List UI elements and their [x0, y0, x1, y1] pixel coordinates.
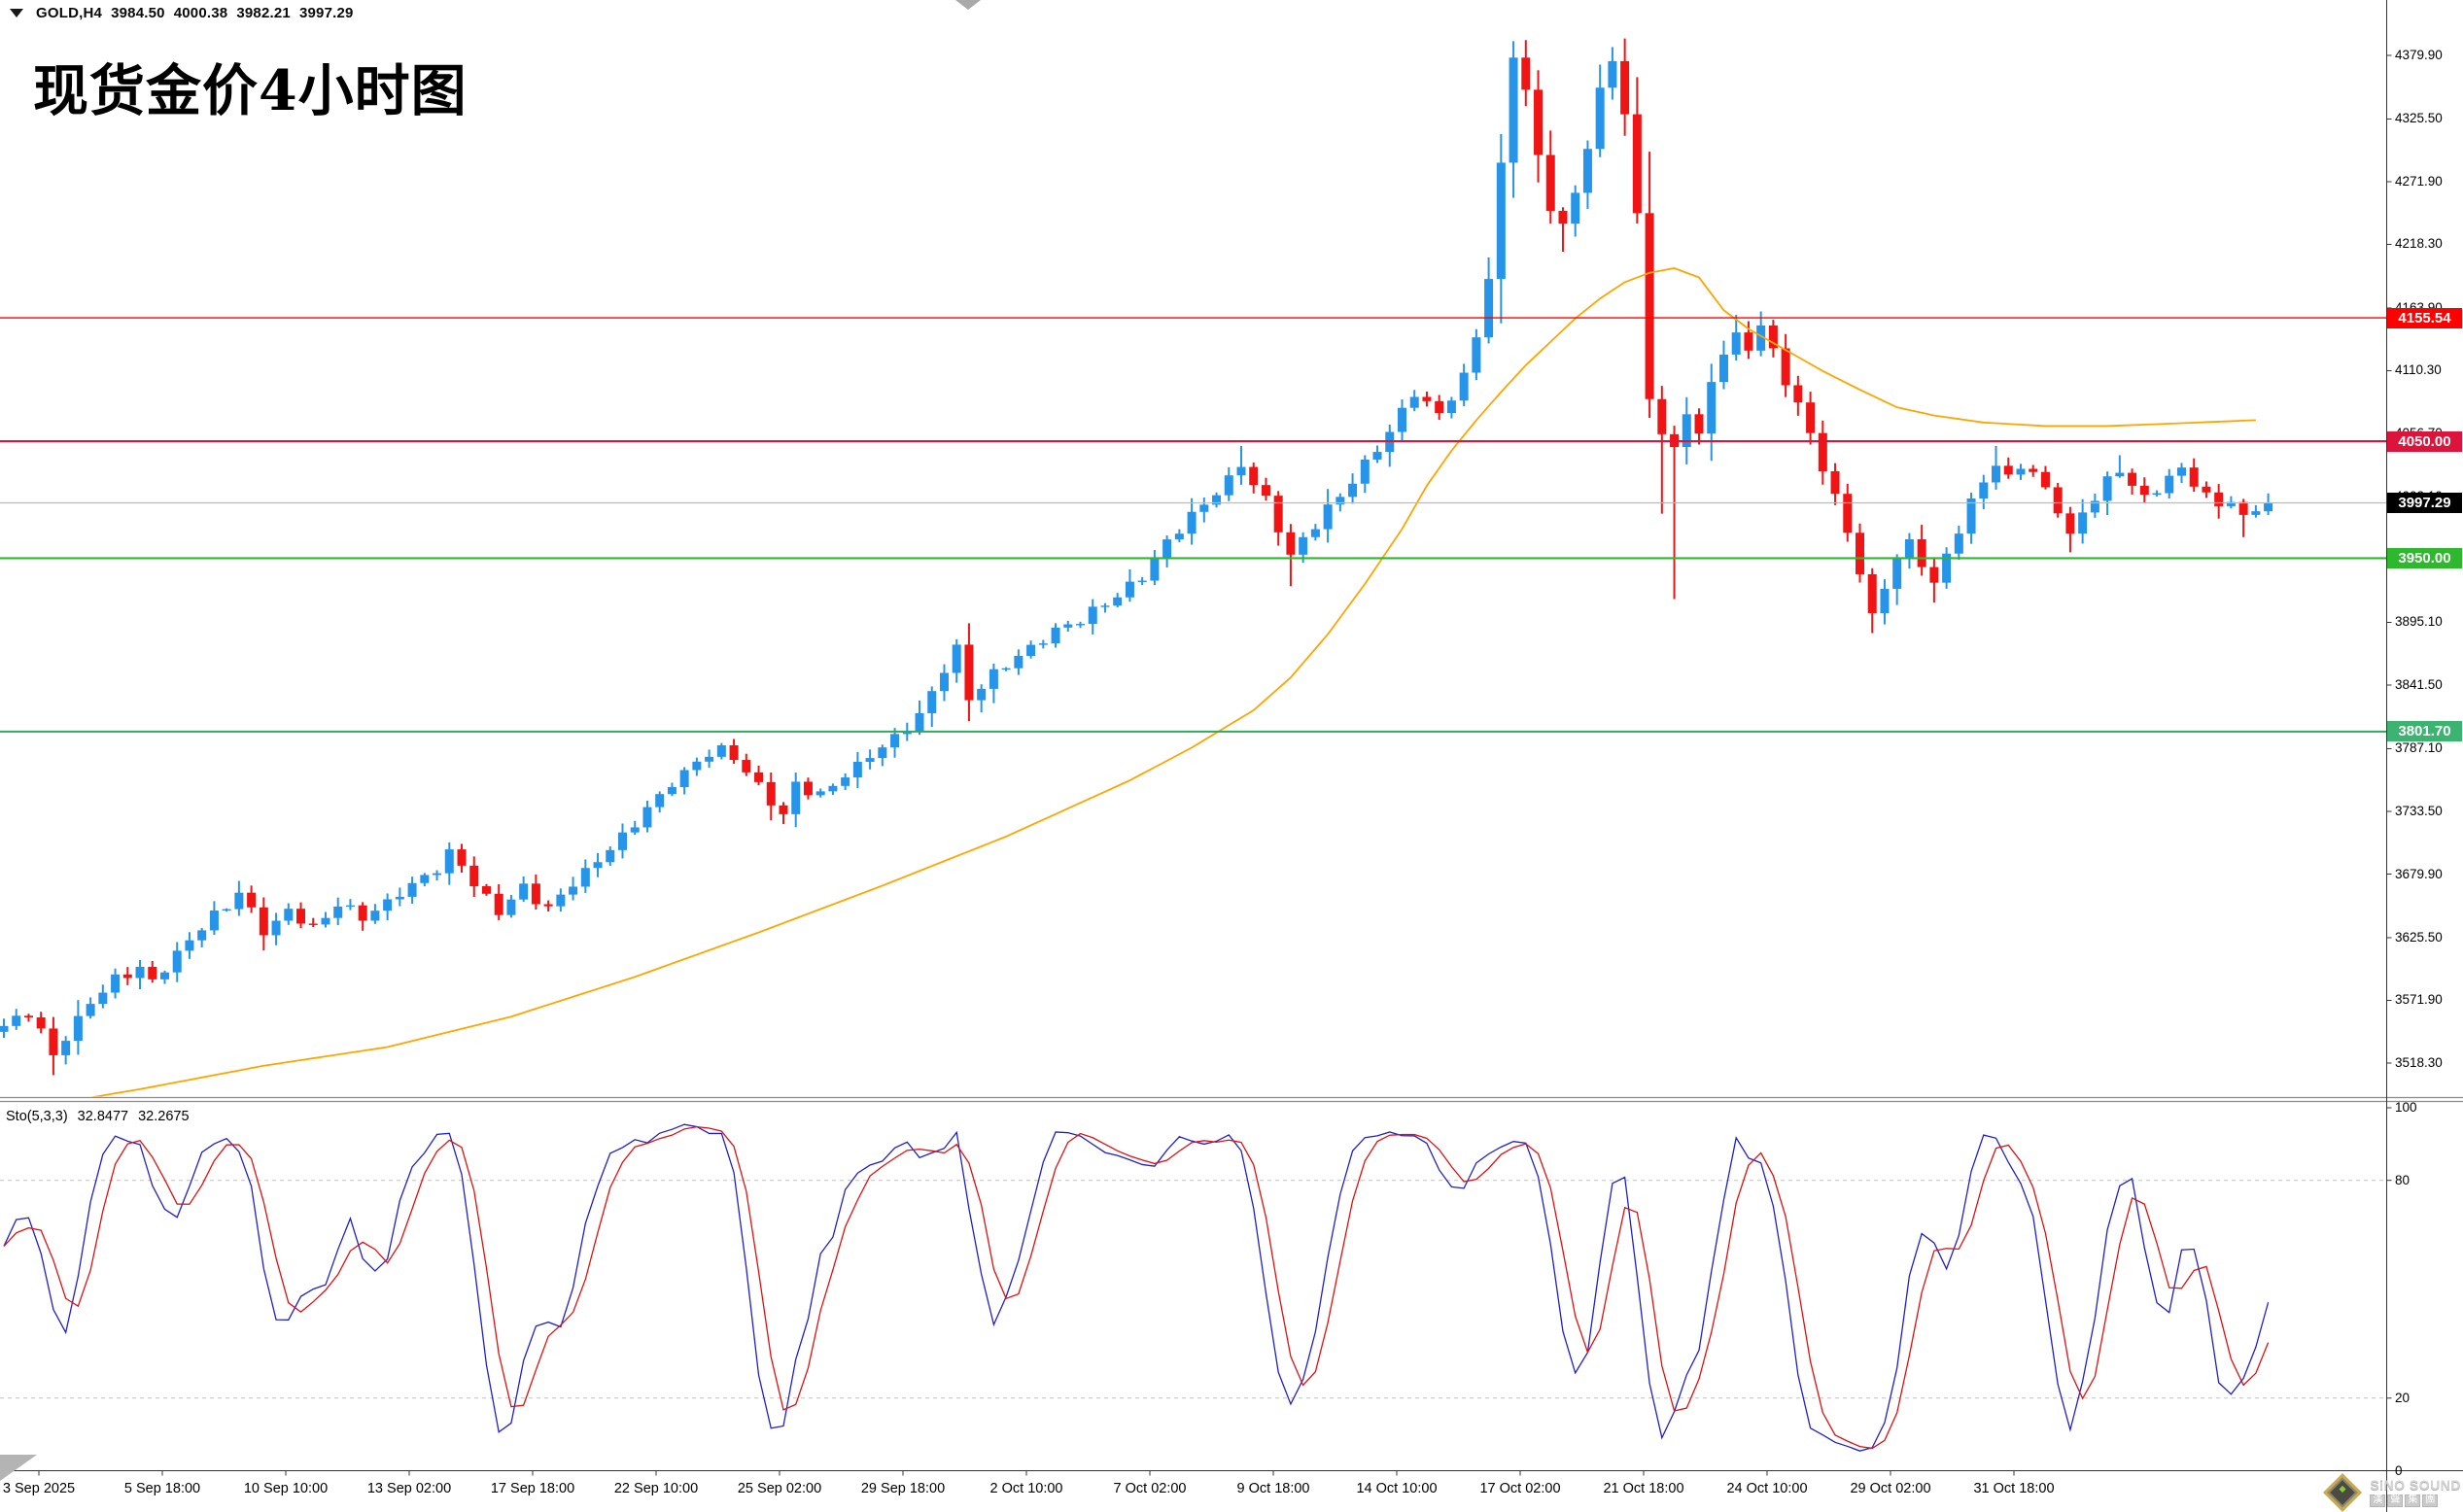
time-axis-label: 7 Oct 02:00	[1113, 1481, 1187, 1496]
ohlc-open: 3984.50	[111, 5, 165, 21]
ma-line	[90, 266, 2256, 1097]
price-panel	[0, 38, 2273, 1097]
time-axis-label: 31 Oct 18:00	[1973, 1481, 2055, 1496]
sto-k-line	[3, 1123, 2270, 1452]
time-axis-label: 17 Oct 02:00	[1479, 1481, 1561, 1496]
price-axis-label: 3733.50	[2395, 803, 2443, 818]
sto-axis-label: 80	[2395, 1172, 2411, 1187]
symbol-dropdown-icon[interactable]	[10, 9, 23, 17]
time-axis-label: 3 Sep 2025	[2, 1481, 76, 1496]
price-axis-label: 4325.50	[2395, 111, 2443, 126]
indicator-k-value: 32.8477	[77, 1109, 129, 1124]
price-axis-label: 3787.10	[2395, 740, 2443, 756]
symbol-period-label: GOLD,H4	[36, 5, 103, 21]
time-axis-label: 29 Sep 18:00	[860, 1481, 946, 1496]
watermark-cn: 漢聲集團	[2370, 1495, 2461, 1507]
price-level-badge[interactable]: 4050.00	[2387, 430, 2462, 452]
price-axis-label: 4110.30	[2395, 362, 2442, 378]
indicator-d-value: 32.2675	[138, 1109, 190, 1124]
price-axis-label: 4271.90	[2395, 173, 2443, 189]
indicator-panel	[0, 1123, 2386, 1452]
price-axis-label: 4218.30	[2395, 236, 2443, 252]
watermark-logo-icon	[2323, 1473, 2363, 1512]
sto-axis-label: 0	[2395, 1462, 2403, 1478]
price-axis-label: 3679.90	[2395, 866, 2443, 881]
candles-layer	[0, 38, 2273, 1076]
top-scroll-marker-icon[interactable]	[955, 0, 981, 10]
watermark-name: SiNO SOUND	[2370, 1477, 2461, 1494]
watermark-cn-char: 漢	[2370, 1495, 2386, 1507]
watermark-cn-char: 集	[2405, 1495, 2421, 1507]
time-axis-label: 5 Sep 18:00	[123, 1481, 201, 1496]
price-axis-label: 4379.90	[2395, 48, 2443, 62]
sto-axis-label: 100	[2395, 1100, 2417, 1115]
time-axis-label: 2 Oct 10:00	[989, 1481, 1063, 1496]
time-axis-label: 24 Oct 10:00	[1726, 1481, 1808, 1496]
indicator-label-row: Sto(5,3,3) 32.8477 32.2675	[6, 1109, 190, 1124]
time-axis-label: 25 Sep 02:00	[737, 1481, 822, 1496]
price-level-badge[interactable]: 3950.00	[2387, 547, 2462, 568]
sto-axis-label: 20	[2395, 1390, 2411, 1405]
sto-d-line	[3, 1125, 2270, 1450]
ohlc-low: 3982.21	[236, 5, 291, 21]
ohlc-close: 3997.29	[298, 5, 354, 21]
time-axis-label: 21 Oct 18:00	[1603, 1481, 1684, 1496]
price-level-badge[interactable]: 4155.54	[2387, 307, 2462, 328]
watermark-cn-char: 聲	[2387, 1495, 2404, 1507]
symbol-header: GOLD,H4 3984.50 4000.38 3982.21 3997.29	[10, 5, 354, 21]
price-level-badge[interactable]: 3801.70	[2387, 721, 2462, 742]
time-axis-label: 29 Oct 02:00	[1850, 1481, 1931, 1496]
ohlc-high: 4000.38	[173, 5, 228, 21]
price-axis-label: 3895.10	[2395, 614, 2443, 630]
price-axis-label: 3518.30	[2395, 1055, 2443, 1070]
current-price-badge: 3997.29	[2387, 492, 2462, 513]
time-axis-label: 9 Oct 18:00	[1236, 1481, 1310, 1496]
price-axis-label: 3841.50	[2395, 677, 2443, 692]
time-axis-label: 14 Oct 10:00	[1356, 1481, 1438, 1496]
corner-marker-icon	[0, 1455, 37, 1481]
time-axis-label: 22 Sep 10:00	[613, 1481, 699, 1496]
time-axis-label: 13 Sep 02:00	[366, 1481, 452, 1496]
indicator-name-label: Sto(5,3,3)	[6, 1109, 68, 1124]
time-axis-label: 17 Sep 18:00	[490, 1481, 575, 1496]
chart-title: 现货金价4小时图	[33, 58, 468, 123]
watermark-cn-char: 團	[2422, 1495, 2439, 1507]
time-axis-label: 10 Sep 10:00	[243, 1481, 329, 1496]
price-axis-label: 3625.50	[2395, 929, 2443, 945]
price-axis-label: 3571.90	[2395, 992, 2443, 1008]
broker-watermark: SiNO SOUND 漢聲集團	[2323, 1473, 2461, 1512]
